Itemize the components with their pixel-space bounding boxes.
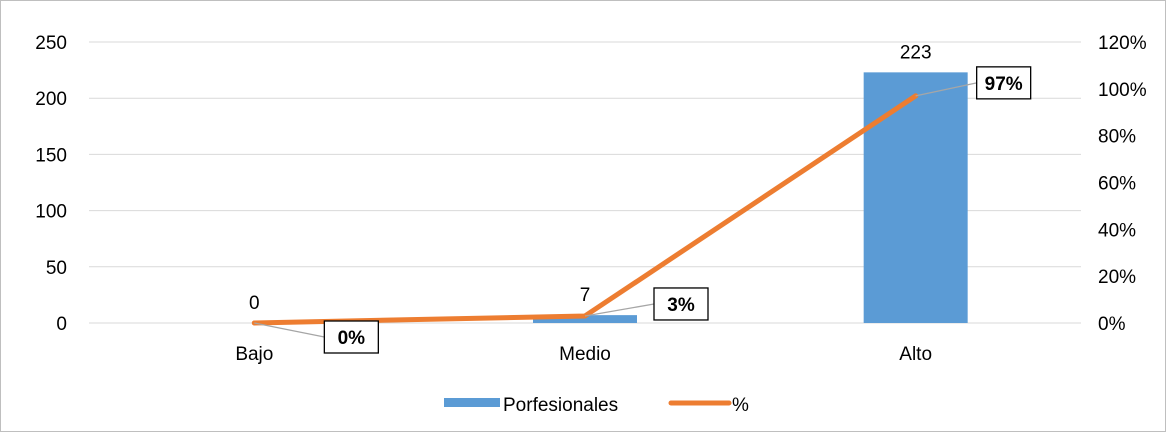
- right-tick-label: 120%: [1098, 33, 1147, 54]
- pct-label-box: [976, 66, 1032, 100]
- left-tick-label: 0: [56, 314, 67, 335]
- bar: [533, 315, 637, 323]
- leader-line: [584, 303, 655, 317]
- bar: [863, 72, 968, 324]
- legend-label-line: %: [732, 395, 749, 416]
- left-tick-label: 100: [35, 202, 67, 223]
- left-tick-label: 250: [35, 33, 67, 54]
- category-label: Medio: [559, 344, 611, 365]
- legend-label-bar: Porfesionales: [503, 395, 618, 416]
- category-label: Bajo: [235, 344, 273, 365]
- left-tick-label: 200: [35, 89, 67, 110]
- right-tick-label: 60%: [1098, 174, 1136, 195]
- right-tick-label: 100%: [1098, 80, 1147, 101]
- pct-label: 97%: [985, 74, 1023, 95]
- right-tick-label: 40%: [1098, 220, 1136, 241]
- legend: Porfesionales%: [444, 395, 749, 416]
- line-data-labels: 0% 3% 97%: [254, 66, 1032, 354]
- bar-value-label: 223: [900, 42, 932, 63]
- right-tick-label: 20%: [1098, 267, 1136, 288]
- pct-label: 0%: [338, 328, 366, 349]
- category-label: Alto: [899, 344, 932, 365]
- left-tick-label: 150: [35, 145, 67, 166]
- right-tick-label: 0%: [1098, 314, 1126, 335]
- bar-data-labels: 0 7 223: [249, 42, 931, 314]
- pct-label: 3%: [667, 295, 695, 316]
- leader-line: [254, 322, 325, 338]
- left-tick-label: 50: [46, 258, 67, 279]
- bar-value-label: 7: [580, 285, 591, 306]
- legend-swatch-bar: [444, 398, 500, 407]
- line-point: [251, 320, 257, 326]
- category-axis: Bajo Medio Alto: [235, 344, 932, 365]
- left-axis: 0 50 100 150 200 250: [35, 33, 67, 335]
- leader-line: [915, 82, 977, 97]
- pct-label-box: [653, 287, 709, 321]
- pct-label-box: [323, 320, 379, 354]
- right-axis: 0% 20% 40% 60% 80% 100% 120%: [1098, 33, 1147, 335]
- bar-value-label: 0: [249, 293, 260, 314]
- right-tick-label: 80%: [1098, 127, 1136, 148]
- bar-series: [533, 72, 968, 324]
